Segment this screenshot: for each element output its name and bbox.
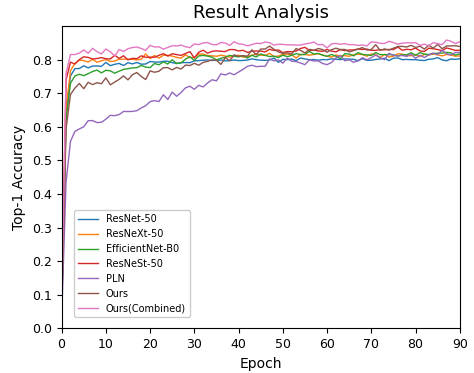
- ResNeXt-50: [453, 54, 458, 59]
- Ours(Combined): [161, 47, 166, 51]
- ResNeSt-50: [108, 57, 113, 61]
- Ours(Combined): [453, 41, 458, 46]
- PLN: [448, 53, 454, 57]
- Ours(Combined): [152, 45, 157, 49]
- Ours(Combined): [444, 38, 449, 42]
- Ours: [395, 44, 401, 49]
- ResNet-50: [59, 309, 64, 314]
- Ours: [453, 44, 458, 48]
- ResNet-50: [108, 63, 113, 68]
- ResNeXt-50: [267, 51, 273, 56]
- Ours(Combined): [448, 39, 454, 43]
- Line: ResNeXt-50: ResNeXt-50: [62, 53, 460, 311]
- PLN: [457, 50, 463, 55]
- EfficientNet-B0: [457, 51, 463, 56]
- Line: ResNet-50: ResNet-50: [62, 58, 460, 311]
- ResNeSt-50: [59, 309, 64, 314]
- ResNeXt-50: [161, 53, 166, 57]
- Ours: [59, 309, 64, 314]
- EfficientNet-B0: [453, 53, 458, 57]
- Ours: [457, 44, 463, 49]
- PLN: [395, 54, 401, 58]
- EfficientNet-B0: [400, 53, 405, 57]
- ResNeXt-50: [108, 59, 113, 64]
- ResNeXt-50: [400, 52, 405, 56]
- Legend: ResNet-50, ResNeXt-50, EfficientNet-B0, ResNeSt-50, PLN, Ours, Ours(Combined): ResNet-50, ResNeXt-50, EfficientNet-B0, …: [74, 210, 190, 317]
- ResNeXt-50: [448, 53, 454, 57]
- ResNet-50: [161, 59, 166, 63]
- Ours: [152, 70, 157, 75]
- Title: Result Analysis: Result Analysis: [193, 4, 328, 22]
- ResNet-50: [152, 60, 157, 64]
- ResNeSt-50: [448, 47, 454, 51]
- Ours(Combined): [59, 309, 64, 314]
- PLN: [108, 113, 113, 117]
- PLN: [59, 316, 64, 320]
- ResNet-50: [435, 56, 440, 60]
- PLN: [161, 93, 166, 97]
- Ours: [435, 42, 440, 47]
- ResNet-50: [448, 57, 454, 61]
- PLN: [439, 48, 445, 53]
- ResNeXt-50: [457, 54, 463, 58]
- PLN: [453, 50, 458, 55]
- Line: Ours: Ours: [62, 44, 460, 311]
- Y-axis label: Top-1 Accuracy: Top-1 Accuracy: [12, 125, 27, 230]
- Ours: [108, 82, 113, 87]
- Ours: [448, 44, 454, 48]
- Ours: [161, 66, 166, 70]
- Ours(Combined): [108, 50, 113, 54]
- ResNeSt-50: [395, 45, 401, 49]
- ResNeSt-50: [400, 48, 405, 53]
- ResNet-50: [395, 56, 401, 60]
- ResNeXt-50: [152, 53, 157, 58]
- Ours(Combined): [395, 42, 401, 46]
- ResNeSt-50: [453, 48, 458, 53]
- ResNet-50: [457, 56, 463, 61]
- Line: ResNeSt-50: ResNeSt-50: [62, 47, 460, 311]
- EfficientNet-B0: [108, 69, 113, 73]
- ResNeXt-50: [59, 309, 64, 314]
- Line: Ours(Combined): Ours(Combined): [62, 40, 460, 311]
- ResNeSt-50: [161, 51, 166, 56]
- Line: PLN: PLN: [62, 50, 460, 318]
- Line: EfficientNet-B0: EfficientNet-B0: [62, 51, 460, 311]
- EfficientNet-B0: [59, 309, 64, 314]
- ResNet-50: [453, 57, 458, 62]
- EfficientNet-B0: [152, 61, 157, 66]
- EfficientNet-B0: [307, 49, 312, 54]
- EfficientNet-B0: [161, 60, 166, 64]
- X-axis label: Epoch: Epoch: [239, 357, 282, 370]
- ResNeSt-50: [152, 55, 157, 60]
- Ours(Combined): [457, 40, 463, 44]
- EfficientNet-B0: [448, 51, 454, 55]
- PLN: [152, 98, 157, 103]
- ResNeSt-50: [457, 48, 463, 53]
